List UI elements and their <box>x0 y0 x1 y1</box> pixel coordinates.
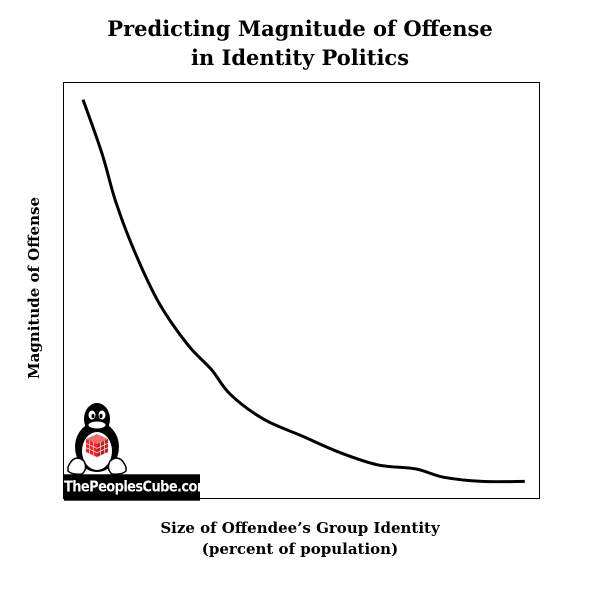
plot-area: ThePeoplesCube.com <box>63 82 540 501</box>
curve-line <box>81 99 525 484</box>
chart-title-line-2: in Identity Politics <box>190 45 410 70</box>
x-axis-label-line-1: Size of Offendee’s Group Identity <box>160 519 440 537</box>
watermark-logo: ThePeoplesCube.com <box>64 401 210 501</box>
watermark-text: ThePeoplesCube.com <box>64 474 210 501</box>
x-axis-label: Size of Offendee’s Group Identity (perce… <box>0 518 600 560</box>
x-axis-label-line-2: (percent of population) <box>201 540 399 558</box>
chart-title-line-1: Predicting Magnitude of Offense <box>107 16 493 41</box>
penguin-with-red-cube-icon <box>67 403 127 475</box>
chart-title: Predicting Magnitude of Offense in Ident… <box>0 14 600 72</box>
y-axis-label: Magnitude of Offense <box>25 197 43 379</box>
